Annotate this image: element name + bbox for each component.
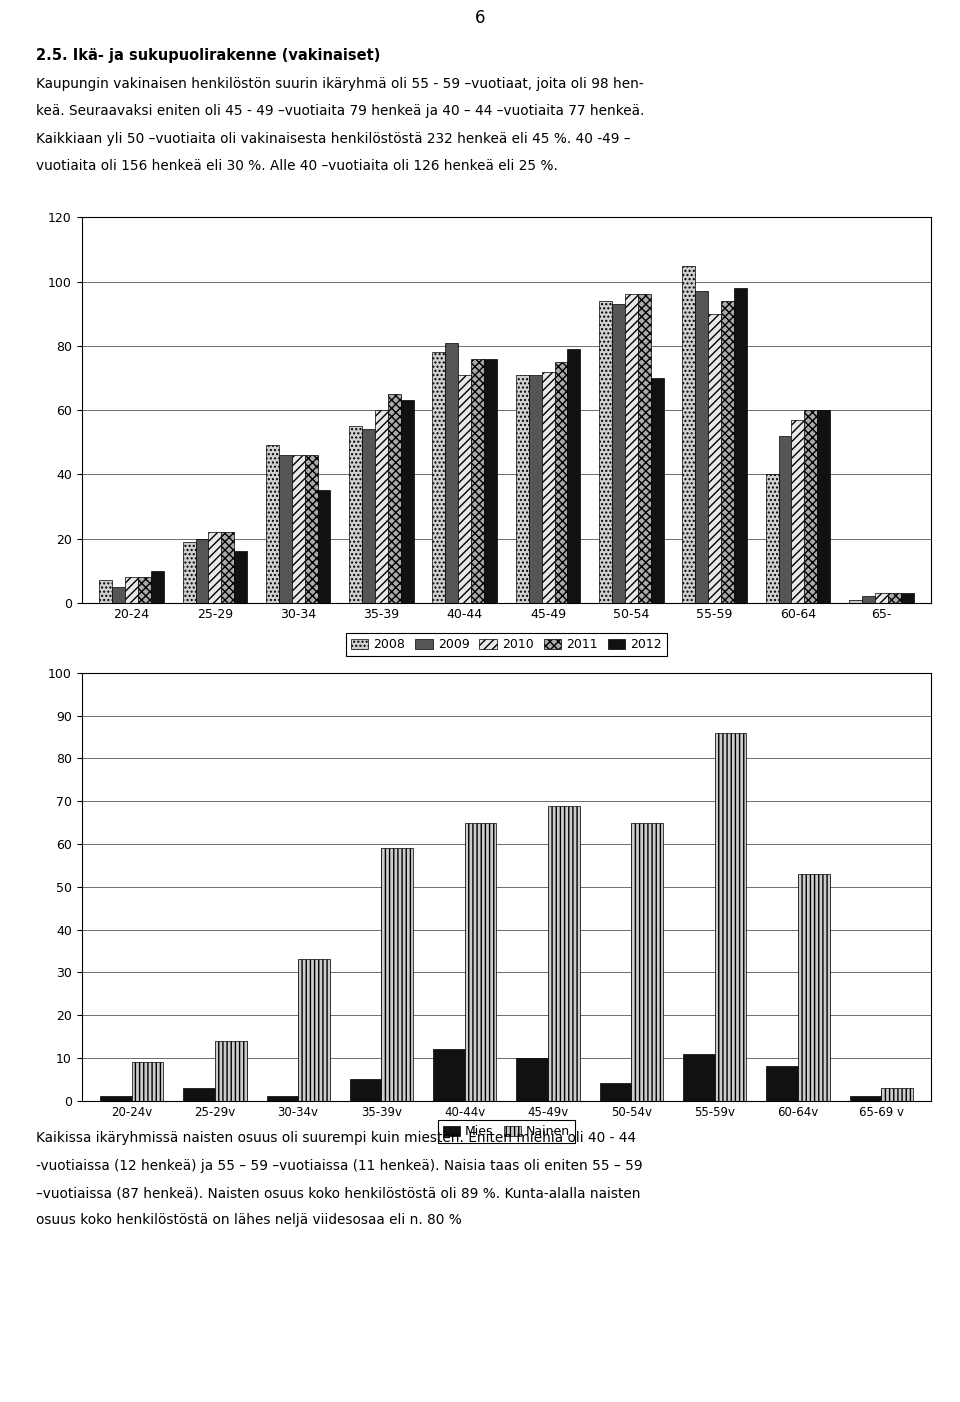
Bar <box>182 541 196 603</box>
Bar <box>734 287 747 603</box>
Bar <box>683 1053 714 1101</box>
Bar <box>637 294 651 603</box>
Bar <box>791 419 804 603</box>
Bar <box>362 429 375 603</box>
Text: Kaupungin vakinaisen henkilöstön suurin ikäryhmä oli 55 - 59 –vuotiaat, joita ol: Kaupungin vakinaisen henkilöstön suurin … <box>36 77 644 91</box>
Bar <box>695 292 708 603</box>
Legend: Mies, Nainen: Mies, Nainen <box>438 1120 575 1144</box>
Bar <box>625 294 637 603</box>
Bar <box>798 873 829 1101</box>
Bar <box>138 578 151 603</box>
Bar <box>266 446 278 603</box>
Bar <box>888 593 900 603</box>
Bar <box>432 352 445 603</box>
Bar <box>183 1088 215 1101</box>
Bar <box>349 1080 381 1101</box>
Bar <box>875 593 888 603</box>
Text: 2.5. Ikä- ja sukupuolirakenne (vakinaiset): 2.5. Ikä- ja sukupuolirakenne (vakinaise… <box>36 48 381 63</box>
Bar <box>401 401 414 603</box>
Bar <box>100 1096 132 1101</box>
Bar <box>267 1096 299 1101</box>
Bar <box>804 409 817 603</box>
Bar <box>208 533 222 603</box>
Bar <box>541 372 555 603</box>
Bar <box>471 359 484 603</box>
Bar <box>484 359 497 603</box>
Bar <box>600 1084 632 1101</box>
Bar <box>632 823 663 1101</box>
Text: Kaikissa ikäryhmissä naisten osuus oli suurempi kuin miesten. Eniten miehiä oli : Kaikissa ikäryhmissä naisten osuus oli s… <box>36 1131 636 1145</box>
Bar <box>299 959 330 1101</box>
Legend: 2008, 2009, 2010, 2011, 2012: 2008, 2009, 2010, 2011, 2012 <box>346 634 667 656</box>
Bar <box>304 456 318 603</box>
Bar <box>567 349 581 603</box>
Bar <box>850 1096 881 1101</box>
Text: –vuotiaissa (87 henkeä). Naisten osuus koko henkilöstöstä oli 89 %. Kunta-alalla: –vuotiaissa (87 henkeä). Naisten osuus k… <box>36 1186 641 1200</box>
Bar <box>465 823 496 1101</box>
Bar <box>766 474 779 603</box>
Bar <box>278 456 292 603</box>
Bar <box>555 362 567 603</box>
Bar <box>196 538 208 603</box>
Bar <box>375 409 388 603</box>
Bar <box>612 304 625 603</box>
Bar <box>900 593 914 603</box>
Bar <box>651 379 663 603</box>
Bar <box>516 1057 548 1101</box>
Text: keä. Seuraavaksi eniten oli 45 - 49 –vuotiaita 79 henkeä ja 40 – 44 –vuotiaita 7: keä. Seuraavaksi eniten oli 45 - 49 –vuo… <box>36 105 645 118</box>
Bar <box>318 491 330 603</box>
Bar <box>881 1088 913 1101</box>
Bar <box>112 587 125 603</box>
Bar <box>766 1067 798 1101</box>
Bar <box>817 409 830 603</box>
Text: 6: 6 <box>475 8 485 27</box>
Bar <box>388 394 401 603</box>
Bar <box>381 848 413 1101</box>
Text: osuus koko henkilöstöstä on lähes neljä viidesosaa eli n. 80 %: osuus koko henkilöstöstä on lähes neljä … <box>36 1213 462 1227</box>
Text: Kaikkiaan yli 50 –vuotiaita oli vakinaisesta henkilöstöstä 232 henkeä eli 45 %. : Kaikkiaan yli 50 –vuotiaita oli vakinais… <box>36 132 631 146</box>
Bar <box>708 314 721 603</box>
Bar <box>516 374 529 603</box>
Text: vuotiaita oli 156 henkeä eli 30 %. Alle 40 –vuotiaita oli 126 henkeä eli 25 %.: vuotiaita oli 156 henkeä eli 30 %. Alle … <box>36 158 559 172</box>
Bar <box>849 600 862 603</box>
Bar <box>234 551 247 603</box>
Bar <box>99 580 112 603</box>
Bar <box>599 301 612 603</box>
Bar <box>862 596 875 603</box>
Bar <box>222 533 234 603</box>
Bar <box>215 1040 247 1101</box>
Bar <box>349 426 362 603</box>
Bar <box>683 265 695 603</box>
Bar <box>458 374 471 603</box>
Bar <box>714 733 746 1101</box>
Bar <box>529 374 541 603</box>
Bar <box>292 456 304 603</box>
Bar <box>433 1049 465 1101</box>
Bar <box>151 571 164 603</box>
Bar <box>445 342 458 603</box>
Bar <box>125 578 138 603</box>
Bar <box>779 436 791 603</box>
Bar <box>548 806 580 1101</box>
Bar <box>132 1063 163 1101</box>
Bar <box>721 301 734 603</box>
Text: -vuotiaissa (12 henkeä) ja 55 – 59 –vuotiaissa (11 henkeä). Naisia taas oli enit: -vuotiaissa (12 henkeä) ja 55 – 59 –vuot… <box>36 1158 643 1172</box>
